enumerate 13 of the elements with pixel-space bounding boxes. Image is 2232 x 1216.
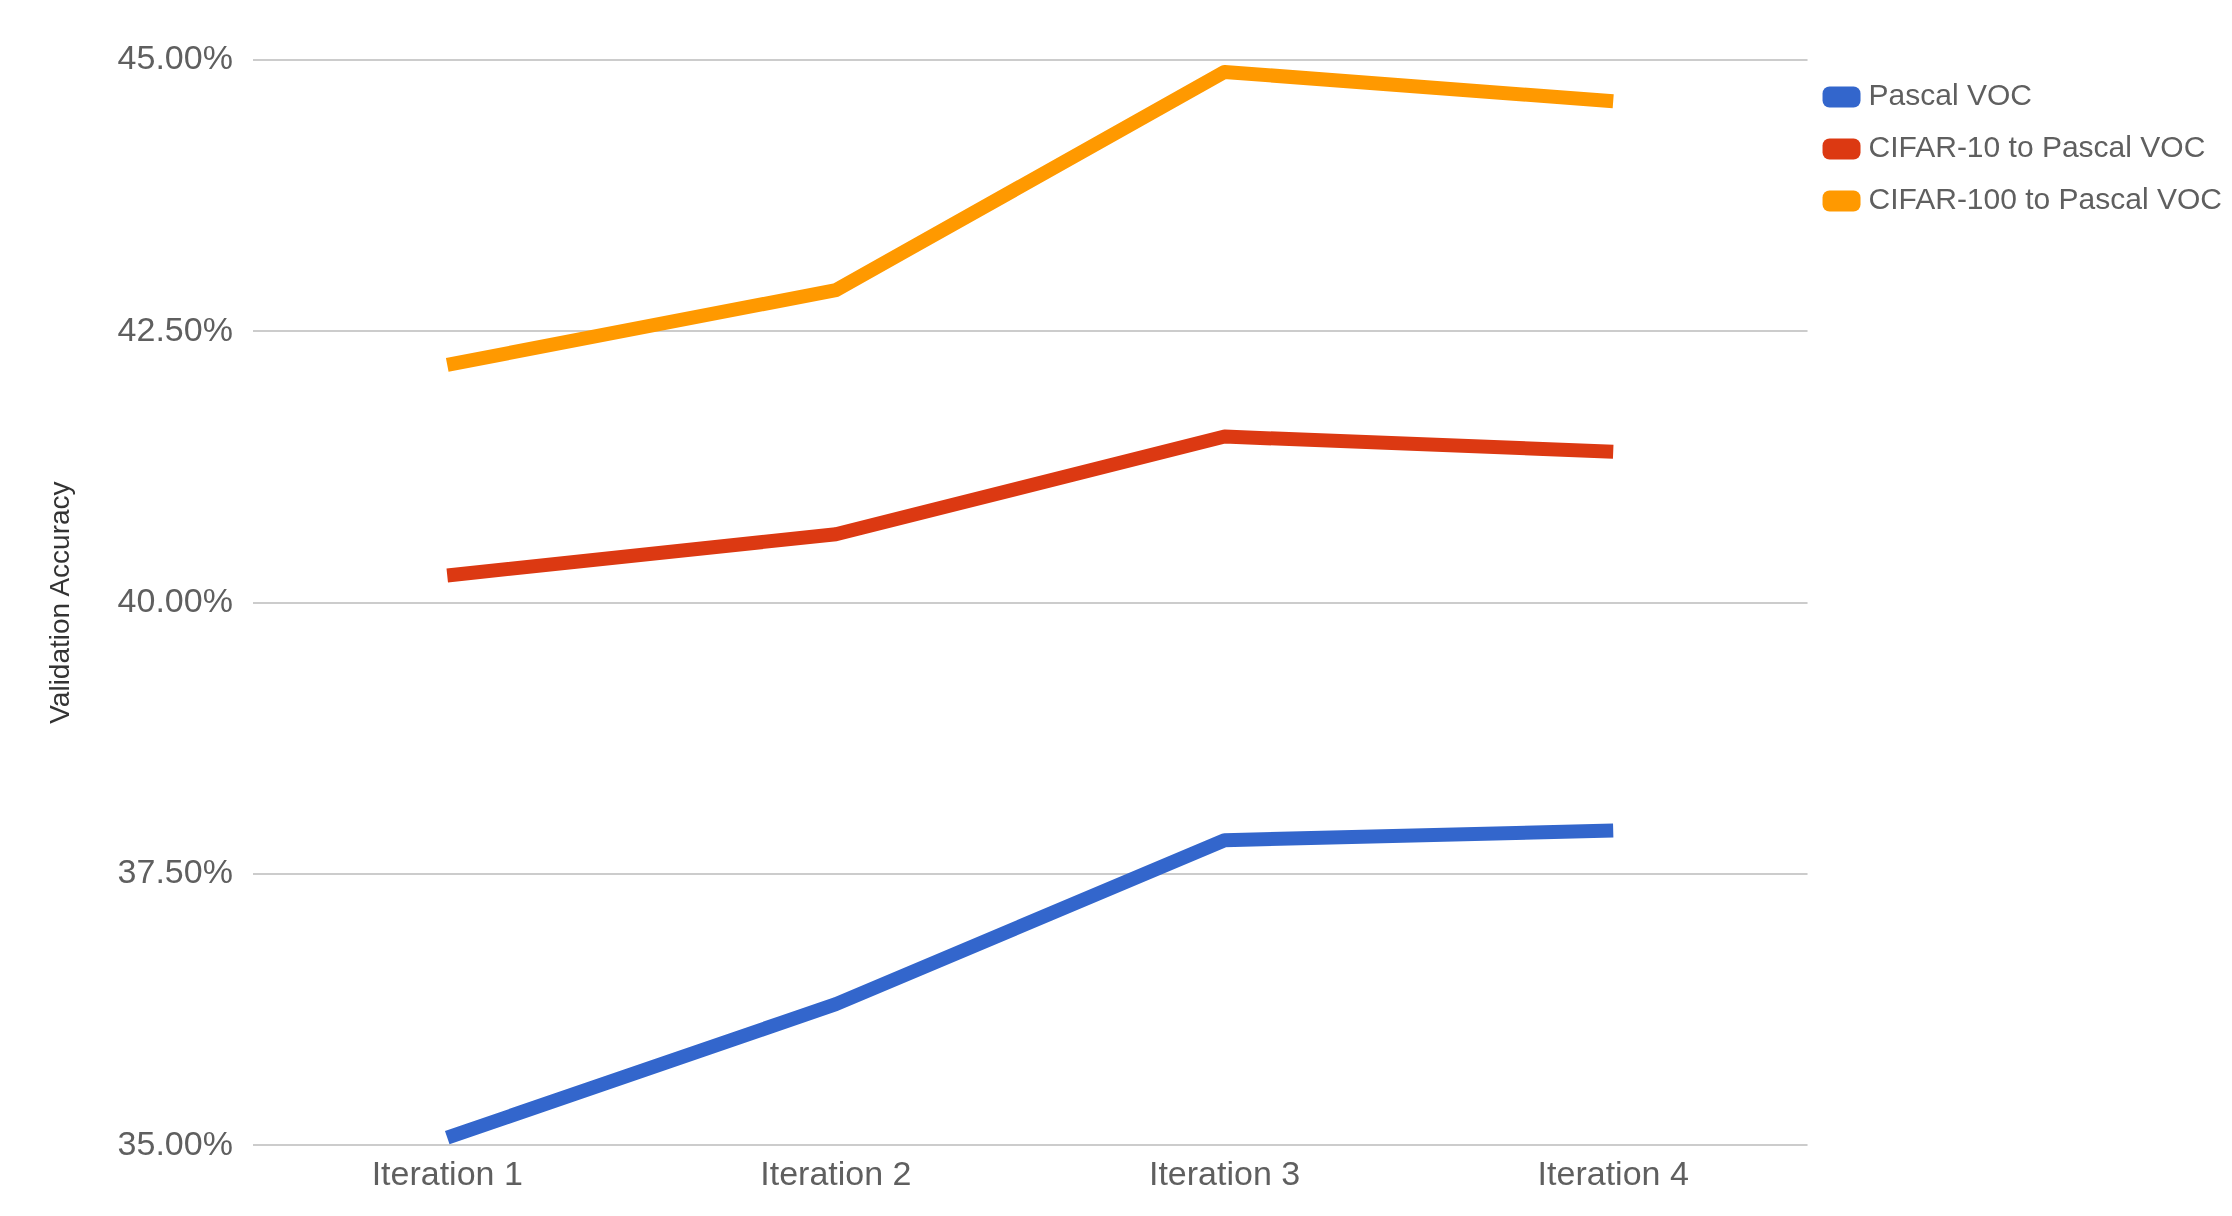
legend-label: CIFAR-10 to Pascal VOC bbox=[1868, 130, 2206, 164]
x-tick-label: Iteration 3 bbox=[1148, 1153, 1301, 1192]
y-tick-label: 45.00% bbox=[117, 38, 233, 77]
x-tick-label: Iteration 1 bbox=[371, 1153, 523, 1192]
legend-label: Pascal VOC bbox=[1868, 78, 2032, 112]
y-tick-label: 35.00% bbox=[117, 1123, 233, 1162]
y-tick-label: 40.00% bbox=[117, 580, 233, 619]
x-tick-label: Iteration 4 bbox=[1537, 1153, 1689, 1192]
x-tick-label: Iteration 2 bbox=[760, 1153, 912, 1192]
y-tick-label: 42.50% bbox=[117, 309, 233, 348]
y-axis-title: Validation Accuracy bbox=[43, 481, 75, 724]
legend-label: CIFAR-100 to Pascal VOC bbox=[1868, 182, 2222, 216]
y-tick-label: 37.50% bbox=[117, 852, 233, 891]
